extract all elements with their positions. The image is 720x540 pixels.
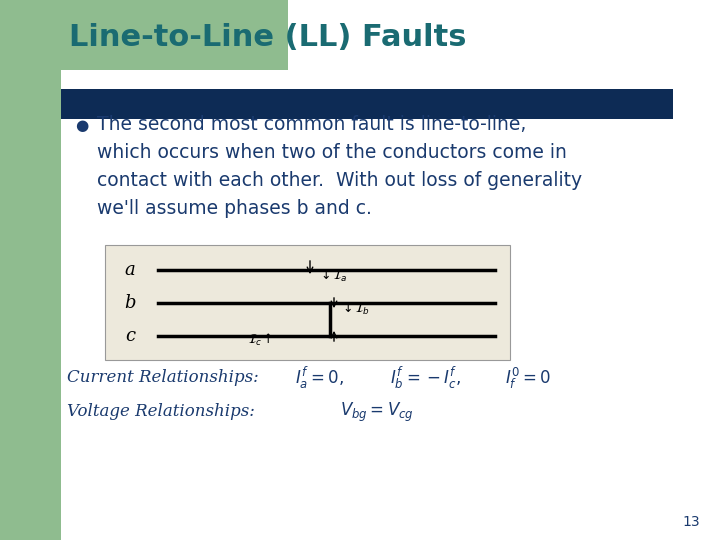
Text: $\mathcal{I}_c \uparrow$: $\mathcal{I}_c \uparrow$	[248, 332, 273, 348]
Text: The second most common fault is line-to-line,: The second most common fault is line-to-…	[97, 116, 526, 134]
Text: $V_{bg} = V_{cg}$: $V_{bg} = V_{cg}$	[340, 400, 414, 423]
Text: 13: 13	[683, 515, 700, 529]
Text: we'll assume phases b and c.: we'll assume phases b and c.	[97, 199, 372, 219]
Bar	[0, 0, 61, 540]
Text: $\downarrow \mathcal{I}_b$: $\downarrow \mathcal{I}_b$	[340, 301, 370, 317]
Text: Line-to-Line (LL) Faults: Line-to-Line (LL) Faults	[69, 23, 467, 51]
Text: $I_a^f = 0,$: $I_a^f = 0,$	[295, 365, 344, 391]
Text: Current Relationships:: Current Relationships:	[67, 369, 259, 387]
Text: b: b	[125, 294, 136, 312]
Text: $\downarrow \mathcal{I}_a$: $\downarrow \mathcal{I}_a$	[318, 268, 348, 284]
Text: $I_f^0 = 0$: $I_f^0 = 0$	[505, 366, 551, 390]
Text: a: a	[125, 261, 135, 279]
Bar	[61, 89, 673, 119]
Text: which occurs when two of the conductors come in: which occurs when two of the conductors …	[97, 144, 567, 163]
Text: contact with each other.  With out loss of generality: contact with each other. With out loss o…	[97, 172, 582, 191]
Text: Voltage Relationships:: Voltage Relationships:	[67, 403, 255, 421]
Bar	[105, 245, 510, 360]
Bar	[0, 0, 288, 70]
Text: $I_b^f = -I_c^f,$: $I_b^f = -I_c^f,$	[390, 365, 461, 391]
Text: ●: ●	[75, 118, 89, 132]
Text: c: c	[125, 327, 135, 345]
